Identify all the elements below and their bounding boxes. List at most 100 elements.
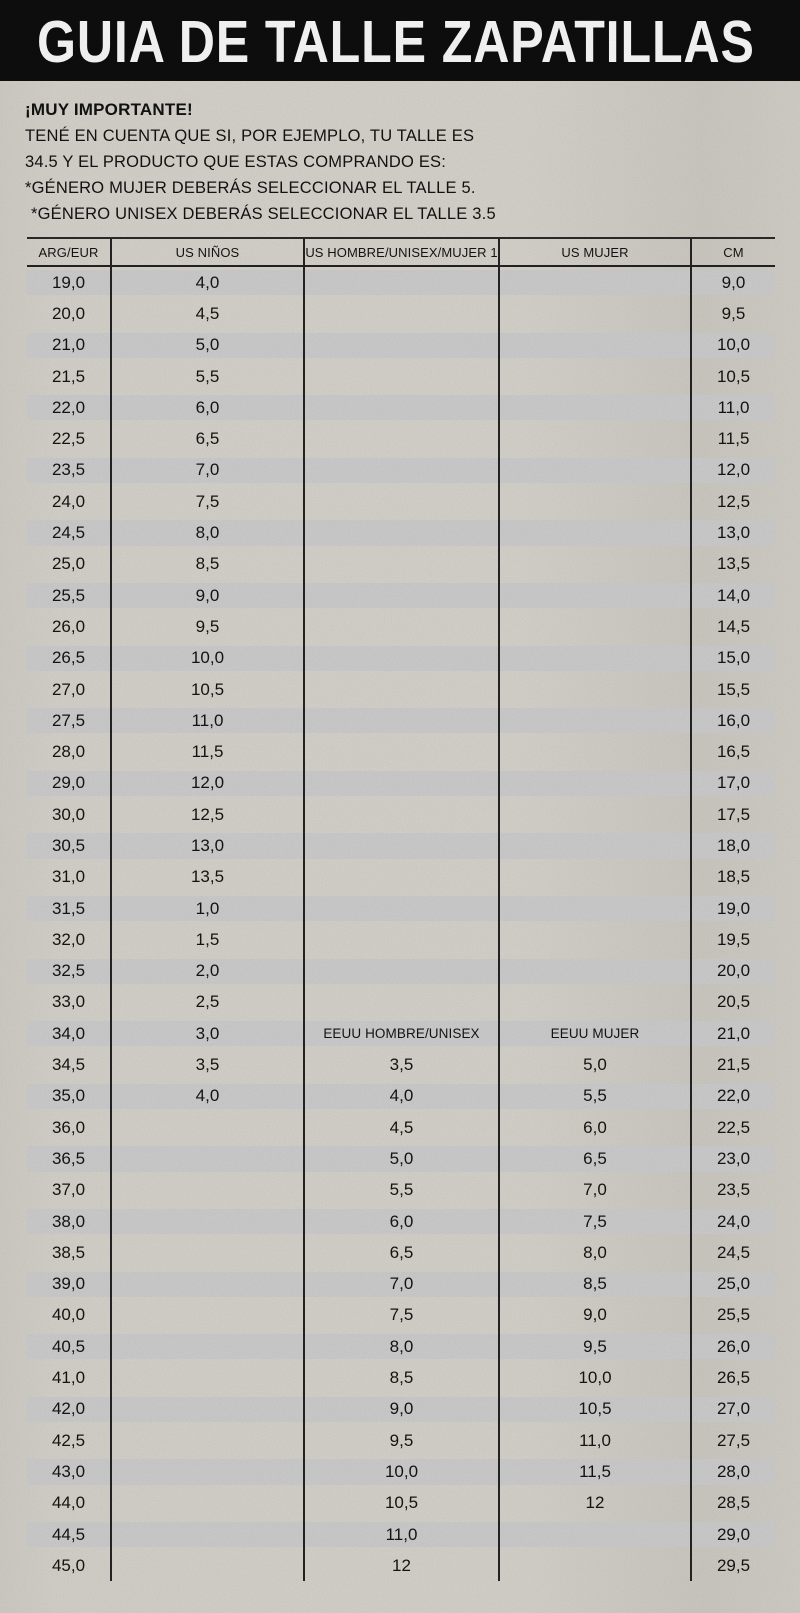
table-row: 24,0 7,5 12,5: [27, 486, 775, 518]
table-cell: 4,0: [110, 1080, 303, 1113]
table-cell: 4,5: [110, 298, 303, 330]
table-cell: 29,0: [690, 1518, 775, 1551]
table-cell: [303, 830, 498, 862]
table-cell: [498, 861, 690, 893]
table-cell: [498, 360, 690, 393]
table-row: 27,5 11,0 16,0: [27, 705, 775, 737]
table-cell: [498, 329, 690, 361]
table-row: 27,0 10,5 15,5: [27, 673, 775, 706]
table-row: 36,5 5,0 6,5 23,0: [27, 1143, 775, 1175]
table-cell: 12,5: [110, 799, 303, 831]
table-cell: 30,0: [51, 804, 86, 824]
table-cell: 17,5: [690, 799, 775, 831]
table-cell: [498, 799, 690, 831]
table-cell: 24,5: [51, 523, 86, 543]
table-cell: 10,0: [690, 329, 775, 361]
table-cell: 26,5: [690, 1362, 775, 1394]
table-cell: 7,5: [110, 486, 303, 518]
table-row: 30,5 13,0 18,0: [27, 830, 775, 862]
table-cell: [498, 611, 690, 643]
table-cell: 13,0: [690, 517, 775, 549]
table-cell: 11,5: [690, 423, 775, 455]
table-row: 21,5 5,5 10,5: [27, 360, 775, 393]
table-cell: 7,0: [110, 454, 303, 487]
table-cell: [110, 1487, 303, 1519]
table-cell: [303, 767, 498, 800]
table-cell: 29,5: [690, 1550, 775, 1582]
table-cell: [303, 736, 498, 768]
table-row: 36,0 4,5 6,0 22,5: [27, 1112, 775, 1144]
table-cell: [110, 1331, 303, 1363]
table-cell: 11,5: [498, 1456, 690, 1488]
table-row: 21,0 5,0 10,0: [27, 329, 775, 361]
table-cell: 4,0: [110, 267, 303, 299]
table-cell: [498, 548, 690, 580]
table-cell: [110, 1268, 303, 1300]
table-cell: [110, 1362, 303, 1394]
note-line: *GÉNERO MUJER DEBERÁS SELECCIONAR EL TAL…: [25, 179, 476, 197]
table-cell: 27,5: [51, 710, 86, 730]
table-cell: [498, 517, 690, 549]
table-cell: 28,0: [690, 1456, 775, 1488]
table-cell: 20,5: [690, 986, 775, 1019]
table-cell: 3,5: [303, 1049, 498, 1081]
table-row: 35,0 4,0 4,0 5,5 22,0: [27, 1080, 775, 1113]
table-cell: 8,5: [498, 1268, 690, 1300]
table-cell: [498, 298, 690, 330]
table-cell: 5,5: [303, 1174, 498, 1206]
table-cell: 11,0: [498, 1424, 690, 1457]
table-cell: [498, 767, 690, 800]
table-cell: [498, 924, 690, 956]
table-cell: 10,0: [498, 1362, 690, 1394]
table-cell: [498, 642, 690, 674]
table-row: 22,0 6,0 11,0: [27, 392, 775, 424]
table-cell: 10,5: [498, 1393, 690, 1425]
table-cell: 16,0: [690, 705, 775, 737]
table-cell: [303, 673, 498, 706]
table-row: 24,5 8,0 13,0: [27, 517, 775, 549]
table-cell: 44,5: [51, 1524, 86, 1544]
table-row: 32,5 2,0 20,0: [27, 955, 775, 987]
table-cell: 34,5: [51, 1055, 86, 1075]
column-header: US NIÑOS: [110, 239, 303, 265]
table-cell: 5,5: [498, 1080, 690, 1113]
table-cell: 7,5: [303, 1299, 498, 1332]
table-cell: 9,5: [303, 1424, 498, 1457]
table-cell: [498, 705, 690, 737]
table-cell: 10,5: [690, 360, 775, 393]
table-cell: 13,5: [110, 861, 303, 893]
table-cell: 21,0: [51, 335, 86, 355]
table-cell: 5,0: [303, 1143, 498, 1175]
table-cell: 3,0: [110, 1018, 303, 1050]
table-cell: 9,0: [498, 1299, 690, 1332]
table-cell: [303, 611, 498, 643]
table-row: 37,0 5,5 7,0 23,5: [27, 1174, 775, 1206]
table-cell: 13,0: [110, 830, 303, 862]
table-cell: [303, 267, 498, 299]
table-cell: 40,5: [51, 1336, 86, 1356]
table-cell: 44,0: [51, 1493, 86, 1513]
table-cell: 22,5: [690, 1112, 775, 1144]
table-cell: [303, 329, 498, 361]
column-header: ARG/EUR: [38, 244, 99, 260]
note-line: 34.5 Y EL PRODUCTO QUE ESTAS COMPRANDO E…: [25, 153, 447, 171]
table-cell: 9,0: [110, 579, 303, 612]
table-cell: 25,0: [690, 1268, 775, 1300]
table-cell: 29,0: [51, 773, 86, 793]
table-row: 28,0 11,5 16,5: [27, 736, 775, 768]
table-cell: 5,0: [110, 329, 303, 361]
table-cell: 38,5: [51, 1242, 86, 1262]
table-cell: [498, 1518, 690, 1551]
table-subheader-cell: EEUU MUJER: [498, 1018, 690, 1050]
table-row: 34,5 3,5 3,5 5,0 21,5: [27, 1049, 775, 1081]
table-cell: 32,5: [51, 961, 86, 981]
table-cell: 7,0: [303, 1268, 498, 1300]
table-cell: 11,0: [690, 392, 775, 424]
note-heading: ¡MUY IMPORTANTE!: [25, 100, 193, 119]
table-cell: 16,5: [690, 736, 775, 768]
table-cell: [303, 892, 498, 925]
table-row: 41,0 8,5 10,0 26,5: [27, 1362, 775, 1394]
table-row: 29,0 12,0 17,0: [27, 767, 775, 800]
table-cell: [110, 1174, 303, 1206]
table-cell: 2,0: [110, 955, 303, 987]
